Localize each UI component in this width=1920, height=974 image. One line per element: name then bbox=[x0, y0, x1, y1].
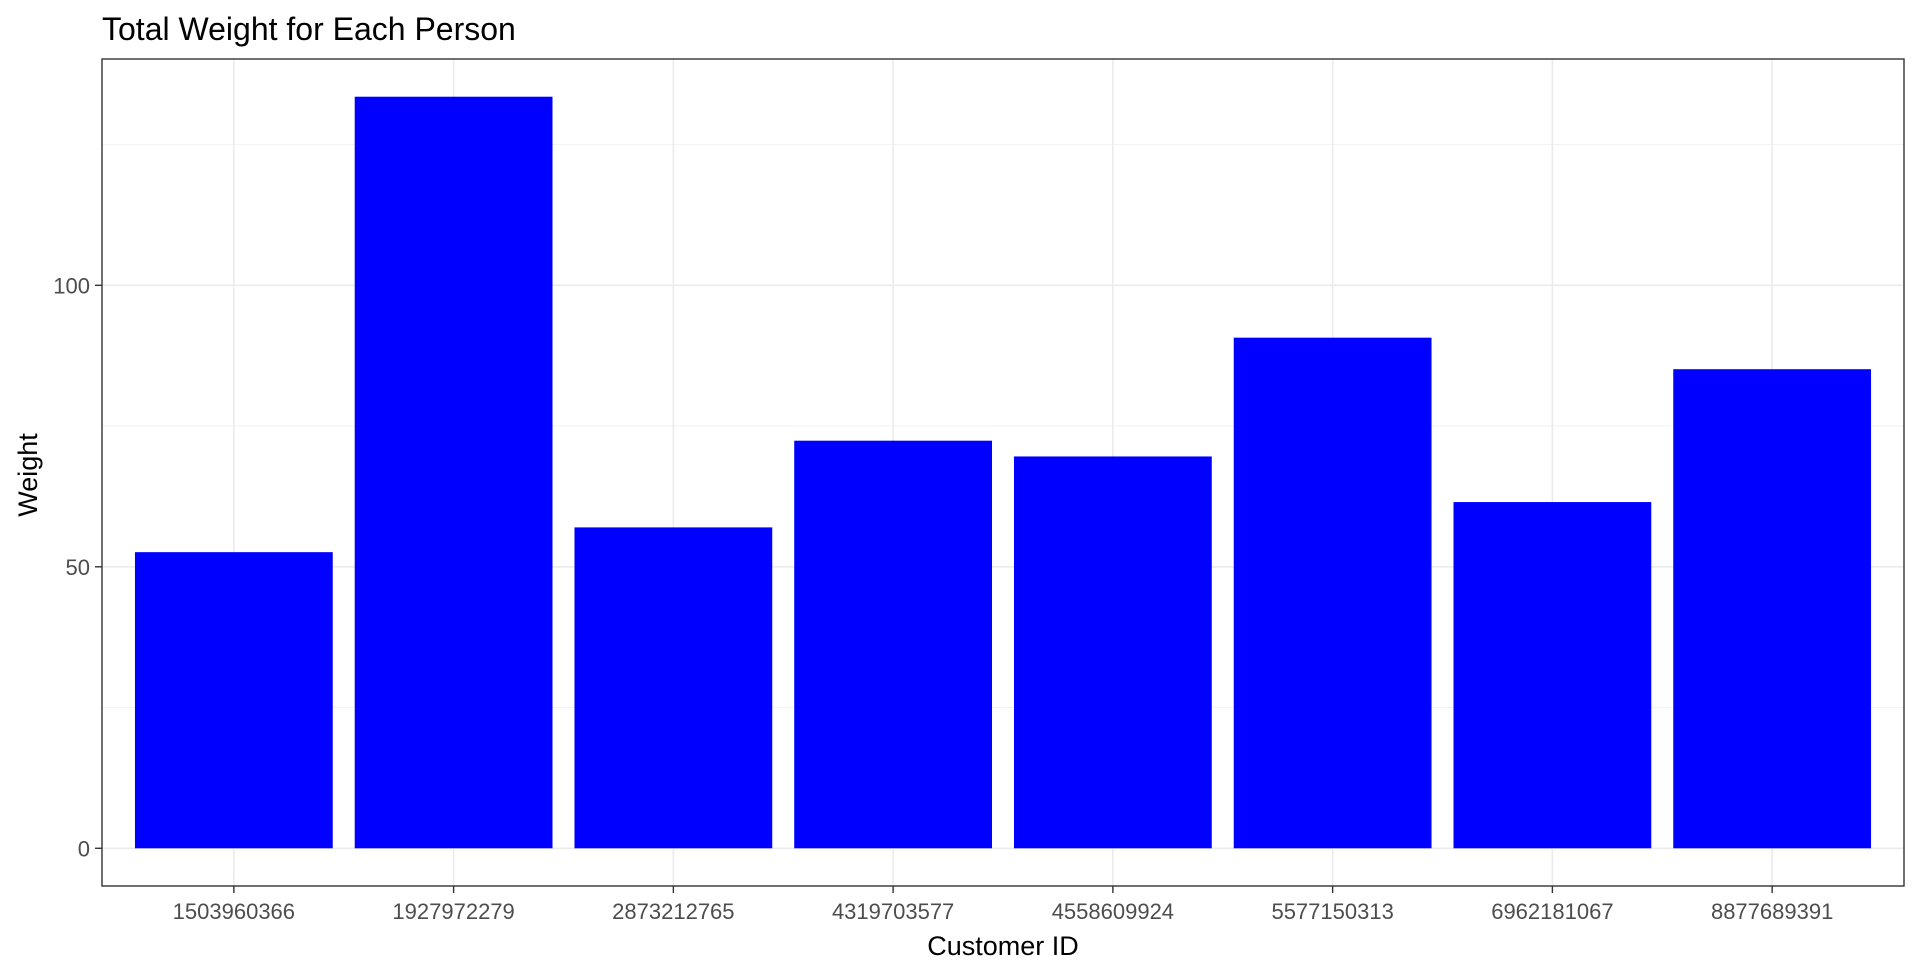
axis-ticks: 0 50 100 1503960366 1927972279 2873212765 4319… bbox=[53, 273, 1833, 924]
bars bbox=[134, 96, 1872, 849]
bar-1927972279 bbox=[354, 96, 553, 849]
x-tick-label: 5577150313 bbox=[1271, 899, 1393, 924]
x-tick-label: 4319703577 bbox=[832, 899, 954, 924]
bar-1503960366 bbox=[134, 552, 333, 849]
x-tick-label: 1927972279 bbox=[392, 899, 514, 924]
bar-4558609924 bbox=[1013, 456, 1212, 849]
bar-5577150313 bbox=[1233, 337, 1432, 849]
chart-title: Total Weight for Each Person bbox=[102, 11, 516, 47]
x-tick-label: 8877689391 bbox=[1711, 899, 1833, 924]
x-axis-title: Customer ID bbox=[927, 931, 1079, 961]
y-axis-title: Weight bbox=[13, 433, 43, 517]
bar-6962181067 bbox=[1453, 502, 1652, 849]
x-tick-label: 1503960366 bbox=[173, 899, 295, 924]
bar-2873212765 bbox=[574, 527, 773, 849]
x-tick-label: 6962181067 bbox=[1491, 899, 1613, 924]
y-tick-label: 100 bbox=[53, 273, 90, 298]
bar-4319703577 bbox=[794, 440, 993, 849]
x-tick-label: 2873212765 bbox=[612, 899, 734, 924]
plot-panel bbox=[101, 58, 1905, 887]
y-tick-label: 0 bbox=[78, 836, 90, 861]
x-tick-label: 4558609924 bbox=[1052, 899, 1174, 924]
y-tick-label: 50 bbox=[66, 555, 90, 580]
bar-8877689391 bbox=[1673, 369, 1872, 849]
